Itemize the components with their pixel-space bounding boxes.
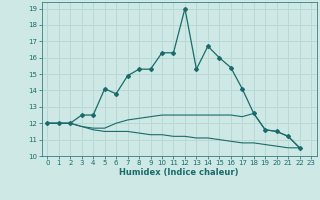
X-axis label: Humidex (Indice chaleur): Humidex (Indice chaleur) [119, 168, 239, 177]
